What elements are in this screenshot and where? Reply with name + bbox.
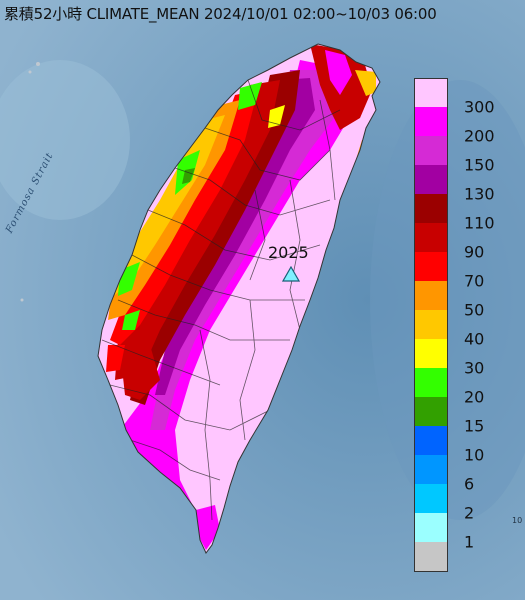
legend-swatch	[414, 397, 448, 426]
legend-tick-label: 200	[464, 126, 495, 146]
legend-tick-label: 1	[464, 532, 475, 552]
legend-tick-label: 20	[464, 387, 485, 407]
legend-tick-label: 40	[464, 329, 485, 349]
legend-swatch	[414, 368, 448, 397]
legend-tick-label: 90	[464, 242, 485, 262]
legend-swatch	[414, 339, 448, 368]
legend-swatch	[414, 310, 448, 339]
legend-swatch	[414, 484, 448, 513]
islet	[28, 70, 32, 74]
legend-swatch	[414, 542, 448, 572]
legend-tick-label: 30	[464, 358, 485, 378]
legend-swatch	[414, 513, 448, 542]
legend-swatch	[414, 194, 448, 223]
legend-tick-label: 50	[464, 300, 485, 320]
station-label: 2025	[268, 243, 309, 262]
legend-swatch	[414, 165, 448, 194]
legend-tick-label: 130	[464, 184, 495, 204]
legend-tick-label: 110	[464, 213, 495, 233]
islet	[20, 298, 24, 302]
legend-swatch	[414, 252, 448, 281]
sea-shading	[0, 60, 130, 220]
legend-swatch	[414, 136, 448, 165]
islet	[36, 62, 40, 66]
legend-tick-label: 2	[464, 503, 475, 523]
map-title: 累積52小時 CLIMATE_MEAN 2024/10/01 02:00~10/…	[4, 5, 437, 23]
legend-swatch	[414, 107, 448, 136]
legend-tick-label: 10	[464, 445, 485, 465]
legend-swatch	[414, 223, 448, 252]
legend-tick-label: 300	[464, 97, 495, 117]
legend-swatch	[414, 78, 448, 108]
legend-tick-label: 6	[464, 474, 475, 494]
legend-tick-label: 15	[464, 416, 485, 436]
legend-tick-label: 150	[464, 155, 495, 175]
station-triangle-icon	[282, 266, 300, 282]
legend-swatch	[414, 281, 448, 310]
legend-swatch	[414, 455, 448, 484]
legend-swatch	[414, 426, 448, 455]
rainfall-legend: 300 200 150 130 110 90 70 50 40 30 20 15 10 6 2 1	[414, 78, 514, 572]
legend-tick-label: 70	[464, 271, 485, 291]
corner-label: 10	[512, 516, 523, 525]
